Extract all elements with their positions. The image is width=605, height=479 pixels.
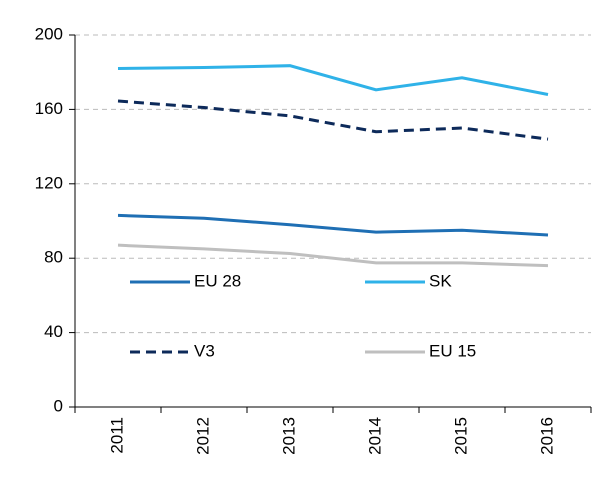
series-line (117, 99, 549, 141)
y-tick-label: 200 (35, 24, 63, 43)
y-tick-label: 40 (44, 322, 63, 341)
x-tick-label: 2014 (365, 417, 384, 455)
series-line (117, 64, 549, 96)
y-tick-label: 0 (54, 396, 63, 415)
legend-label: EU 15 (429, 341, 476, 360)
y-tick-label: 120 (35, 173, 63, 192)
x-tick-label: 2015 (451, 417, 470, 455)
y-tick-label: 80 (44, 248, 63, 267)
legend-label: V3 (194, 341, 215, 360)
series-line (117, 213, 549, 237)
x-tick-label: 2016 (537, 417, 556, 455)
legend-label: SK (429, 271, 452, 290)
x-tick-label: 2012 (193, 417, 212, 455)
legend-label: EU 28 (194, 271, 241, 290)
x-tick-label: 2011 (107, 417, 126, 454)
series-line (117, 243, 549, 268)
x-tick-label: 2013 (279, 417, 298, 455)
y-tick-label: 160 (35, 99, 63, 118)
